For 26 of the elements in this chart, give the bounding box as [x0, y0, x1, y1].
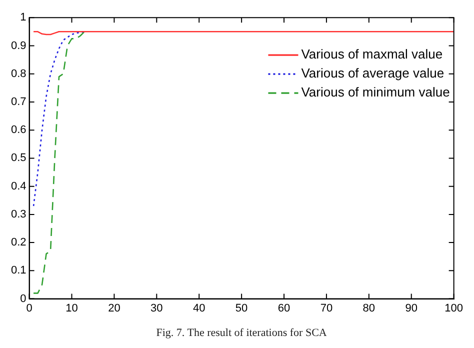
- x-tick-label: 60: [278, 302, 290, 314]
- y-tick-label: 0.3: [10, 208, 26, 220]
- y-tick-label: 0.9: [10, 40, 26, 52]
- legend-label: Various of minimum value: [301, 84, 450, 100]
- x-tick-label: 40: [192, 302, 206, 314]
- y-tick-label: 0.1: [10, 264, 26, 277]
- y-tick-label: 0.7: [10, 96, 26, 108]
- caption: Fig. 7. The result of iterations for SCA: [156, 327, 327, 339]
- x-tick-label: 20: [108, 302, 120, 314]
- line-series: [32, 31, 86, 294]
- x-tick-label: 10: [66, 302, 78, 314]
- legend-label: Various of maxmal value: [301, 46, 443, 62]
- legend-label: Various of average value: [301, 66, 444, 81]
- y-tick-label: 0.2: [10, 236, 26, 249]
- y-tick-label: 0: [20, 292, 26, 305]
- x-tick-label: 70: [320, 302, 333, 314]
- x-tick-label: 100: [444, 302, 464, 314]
- x-tick-label: 30: [150, 302, 163, 314]
- x-tick-label: 50: [235, 302, 248, 314]
- y-tick-label: 0.4: [10, 180, 26, 192]
- y-tick-label: 0.8: [10, 68, 26, 80]
- x-tick-label: 90: [405, 302, 418, 314]
- y-tick-label: 0.6: [10, 124, 26, 136]
- y-tick-label: 0.5: [10, 152, 26, 164]
- y-tick-label: 1: [20, 12, 26, 24]
- x-tick-label: 80: [362, 302, 376, 314]
